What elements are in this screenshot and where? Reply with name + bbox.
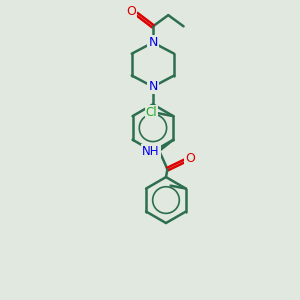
Text: Cl: Cl [146, 106, 158, 119]
Text: N: N [148, 36, 158, 49]
Text: O: O [127, 5, 136, 18]
Text: O: O [185, 152, 195, 165]
Text: N: N [148, 80, 158, 93]
Text: NH: NH [142, 145, 160, 158]
